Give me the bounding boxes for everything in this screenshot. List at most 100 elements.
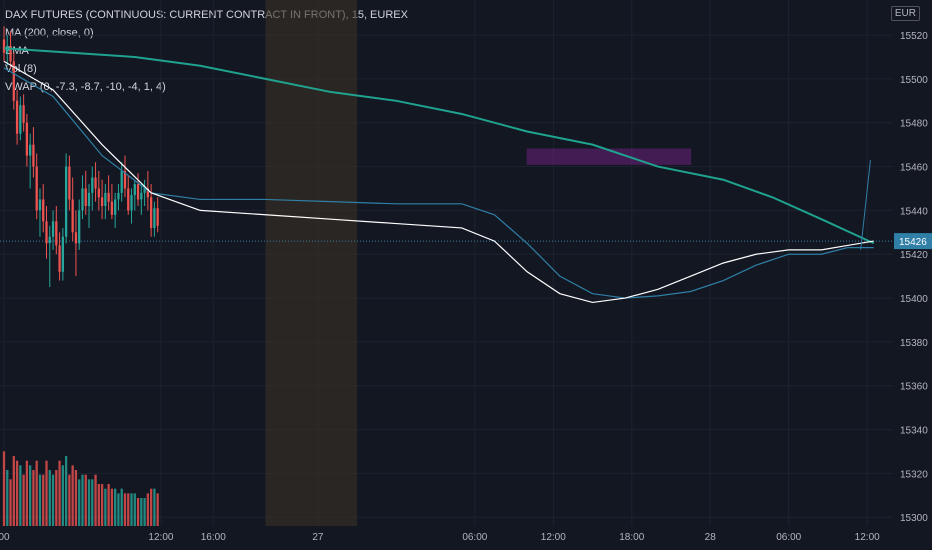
volume-bar xyxy=(74,470,78,526)
volume-bar xyxy=(156,493,159,526)
volume-bar xyxy=(2,451,6,526)
volume-bar xyxy=(133,493,136,526)
volume-bar xyxy=(55,470,58,526)
target-zone xyxy=(526,148,692,165)
volume-bar xyxy=(136,498,140,526)
candle-body xyxy=(94,177,97,189)
volume-bar xyxy=(78,479,81,526)
candle-body xyxy=(9,46,12,62)
volume-bar xyxy=(58,460,61,526)
candle-body xyxy=(123,170,127,189)
candle-body xyxy=(45,221,48,244)
volume-bar xyxy=(100,484,104,526)
candle-body xyxy=(12,61,15,101)
volume-bar xyxy=(51,474,55,526)
candle-body xyxy=(68,166,71,200)
volume-bar xyxy=(12,456,15,526)
x-tick-label: 27 xyxy=(312,532,324,543)
volume-bar xyxy=(97,484,100,526)
volume-bar xyxy=(87,479,91,526)
volume-bar xyxy=(104,488,107,526)
candle-body xyxy=(140,192,143,200)
y-tick-label: 15480 xyxy=(900,119,928,130)
candle-body xyxy=(146,188,150,198)
y-tick-label: 15460 xyxy=(900,163,928,174)
last-price-tag xyxy=(894,233,932,250)
volume-bar xyxy=(84,474,87,526)
candle-body xyxy=(78,210,81,244)
y-tick-label: 15340 xyxy=(900,426,928,437)
candle-body xyxy=(71,199,74,233)
candle-body xyxy=(48,236,51,244)
candle-body xyxy=(97,188,100,198)
candle-body xyxy=(110,201,114,215)
candle-body xyxy=(74,232,78,244)
candle-body xyxy=(107,192,110,202)
volume-bar xyxy=(123,493,127,526)
candle-body xyxy=(42,199,45,222)
candle-body xyxy=(117,192,120,200)
candle-body xyxy=(130,195,133,211)
y-tick-label: 15400 xyxy=(900,294,928,305)
volume-bar xyxy=(140,498,143,526)
volume-bar xyxy=(6,470,9,526)
candle-body xyxy=(29,144,32,156)
volume-bar xyxy=(153,488,156,526)
candle-body xyxy=(22,105,25,123)
x-tick-label: 28 xyxy=(705,532,717,543)
candle-body xyxy=(136,184,140,200)
vwap-line xyxy=(3,60,874,304)
x-tick-label: 00 xyxy=(0,532,10,543)
volume-bar xyxy=(45,460,48,526)
volume-bar xyxy=(15,460,19,526)
ma-legend[interactable]: MA (200, close, 0) xyxy=(5,27,94,39)
volume-bar xyxy=(61,465,64,526)
candle-body xyxy=(19,105,22,134)
volume-bar xyxy=(143,498,146,526)
y-tick-label: 15520 xyxy=(900,31,928,42)
candle-body xyxy=(114,199,117,215)
candle-body xyxy=(25,122,29,156)
volume-bar xyxy=(71,465,74,526)
candle-body xyxy=(153,208,156,228)
candle-body xyxy=(51,221,55,237)
projection-arrow xyxy=(860,159,871,250)
volume-bar xyxy=(81,474,84,526)
volume-bar xyxy=(48,470,51,526)
candle-body xyxy=(149,197,153,228)
candle-body xyxy=(35,166,38,211)
y-tick-label: 15440 xyxy=(900,206,928,217)
volume-bar xyxy=(22,474,25,526)
candle-body xyxy=(38,199,42,211)
volume-bar xyxy=(38,474,42,526)
candle-body xyxy=(100,197,104,207)
candle-body xyxy=(32,144,35,167)
volume-bar xyxy=(25,460,29,526)
vwap-legend[interactable]: VWAP (0, -7.3, -8.7, -10, -4, 1, 4) xyxy=(5,81,166,93)
volume-bar xyxy=(120,488,123,526)
volume-bar xyxy=(127,493,130,526)
volume-bar xyxy=(117,493,120,526)
candle-body xyxy=(91,177,94,193)
x-tick-label: 18:00 xyxy=(619,532,644,543)
candle-body xyxy=(104,192,107,207)
candle-body xyxy=(58,245,61,272)
volume-bar xyxy=(42,474,45,526)
last-price-text: 15426 xyxy=(899,237,927,248)
volume-bar xyxy=(29,465,32,526)
candle-body xyxy=(15,100,19,134)
volume-bar xyxy=(68,474,71,526)
y-tick-label: 15380 xyxy=(900,338,928,349)
currency-label[interactable]: EUR xyxy=(890,6,920,21)
candle-body xyxy=(2,39,6,53)
volume-bar xyxy=(130,493,133,526)
candle-body xyxy=(81,188,84,211)
candle-body xyxy=(120,170,123,193)
ma-line xyxy=(3,47,875,245)
x-tick-label: 12:00 xyxy=(855,532,880,543)
volume-bar xyxy=(114,488,117,526)
y-tick-label: 15500 xyxy=(900,75,928,86)
candle-body xyxy=(84,188,87,207)
candle-body xyxy=(143,188,146,193)
